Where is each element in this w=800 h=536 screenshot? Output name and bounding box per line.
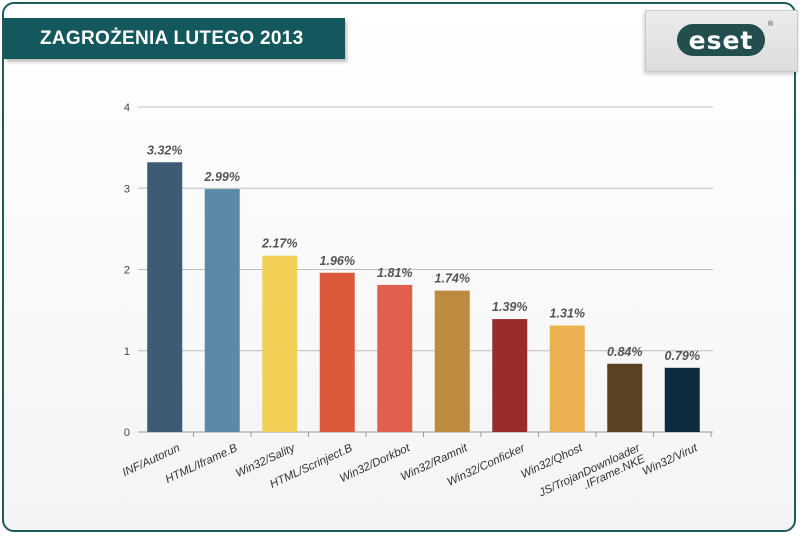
- registered-mark: ®: [768, 21, 774, 28]
- bar: [262, 255, 298, 432]
- chart-title: ZAGROŻENIA LUTEGO 2013: [40, 28, 304, 49]
- title-banner: ZAGROŻENIA LUTEGO 2013: [4, 18, 345, 59]
- eset-logo-text: eset: [688, 25, 754, 55]
- y-tick-label: 3: [124, 183, 130, 195]
- data-label: 2.17%: [261, 237, 297, 251]
- bar: [377, 284, 413, 432]
- y-tick-label: 1: [124, 346, 130, 358]
- eset-logo: eset ®: [645, 10, 798, 72]
- bar: [492, 319, 528, 432]
- y-tick-label: 0: [124, 427, 130, 439]
- bar: [204, 189, 240, 432]
- bar: [434, 290, 470, 432]
- x-tick-label: JS/TrojanDownloader.IFrame.NKE: [536, 442, 648, 511]
- eset-logo-pill: eset: [677, 24, 765, 56]
- data-label: 3.32%: [147, 143, 182, 157]
- data-label: 2.99%: [204, 170, 240, 184]
- bar: [607, 363, 643, 432]
- data-label: 0.84%: [607, 345, 642, 359]
- x-tick-label: Win32/Virut: [641, 442, 700, 478]
- y-tick-label: 2: [124, 265, 130, 277]
- data-label: 1.74%: [435, 272, 470, 286]
- data-label: 1.39%: [492, 300, 527, 314]
- data-label: 1.31%: [550, 307, 585, 321]
- x-tick-label-line: Win32/Virut: [641, 442, 700, 478]
- data-label: 0.79%: [665, 349, 700, 363]
- bar: [549, 325, 585, 432]
- data-label: 1.81%: [377, 266, 412, 280]
- data-label: 1.96%: [320, 254, 355, 268]
- bar: [147, 162, 183, 432]
- bar: [319, 272, 355, 432]
- y-tick-label: 4: [124, 102, 130, 114]
- bar: [664, 367, 700, 432]
